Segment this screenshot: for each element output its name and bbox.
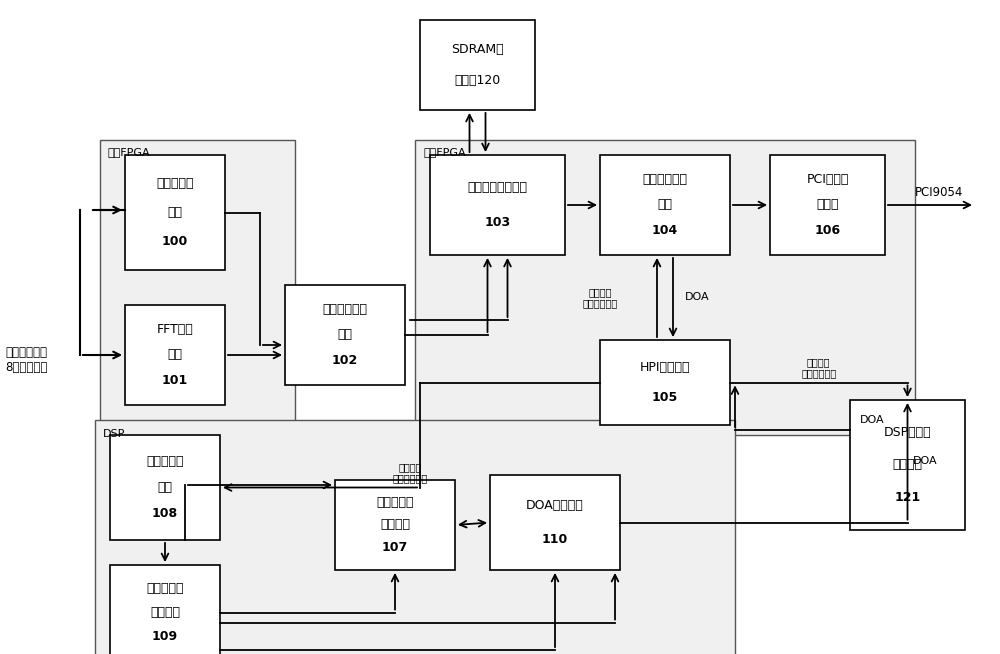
Text: 解相位模糊: 解相位模糊	[146, 582, 184, 595]
Text: 101: 101	[162, 373, 188, 387]
Text: 第二FPGA: 第二FPGA	[423, 147, 466, 157]
Text: FFT计算: FFT计算	[157, 323, 193, 336]
Bar	[100, 140, 295, 435]
Text: 互相关计算: 互相关计算	[156, 177, 194, 190]
Bar	[125, 305, 225, 405]
Bar	[420, 20, 535, 110]
Bar	[415, 140, 915, 435]
Text: 106: 106	[814, 224, 841, 237]
Bar	[110, 565, 220, 654]
Text: 110: 110	[542, 533, 568, 545]
Text: 反三角函数: 反三角函数	[376, 496, 414, 509]
Bar	[430, 155, 565, 255]
Bar	[770, 155, 885, 255]
Text: 模块: 模块	[338, 328, 352, 341]
Bar	[285, 285, 405, 385]
Text: 103: 103	[484, 216, 511, 229]
Bar	[125, 155, 225, 270]
Text: 模块: 模块	[658, 199, 672, 211]
Text: 模块: 模块	[168, 349, 182, 362]
Text: DOA: DOA	[860, 415, 885, 425]
Text: DOA: DOA	[912, 456, 937, 466]
Bar	[600, 340, 730, 425]
Text: DOA计算模块: DOA计算模块	[526, 499, 584, 512]
Text: 121: 121	[894, 491, 921, 504]
Text: 前端处理后的
8通道复信号: 前端处理后的 8通道复信号	[5, 346, 47, 374]
Text: 制模块: 制模块	[816, 199, 839, 211]
Text: 相位差计算: 相位差计算	[146, 455, 184, 468]
Text: 105: 105	[652, 391, 678, 404]
Text: 107: 107	[382, 541, 408, 554]
Bar	[850, 400, 965, 530]
Text: 108: 108	[152, 508, 178, 521]
Text: DSP: DSP	[103, 429, 125, 439]
Bar	[110, 435, 220, 540]
Text: 互相关与
频谱信息数据: 互相关与 频谱信息数据	[392, 462, 428, 483]
Text: 第一FPGA: 第一FPGA	[108, 147, 151, 157]
Text: 模块: 模块	[168, 206, 182, 219]
Text: 104: 104	[652, 224, 678, 237]
Text: DSP的外部: DSP的外部	[884, 426, 931, 439]
Text: 互相关与
频谱信息数据: 互相关与 频谱信息数据	[801, 356, 836, 378]
Text: 计算模块: 计算模块	[380, 519, 410, 532]
Text: HPI接口模块: HPI接口模块	[640, 361, 690, 374]
Bar	[600, 155, 730, 255]
Text: 模块: 模块	[158, 481, 173, 494]
Bar	[335, 480, 455, 570]
Text: DOA: DOA	[685, 292, 710, 303]
Text: 存模块120: 存模块120	[454, 75, 501, 88]
Text: 102: 102	[332, 354, 358, 367]
Bar	[95, 420, 735, 654]
Text: 数据输出控制: 数据输出控制	[642, 173, 688, 186]
Text: 100: 100	[162, 235, 188, 248]
Text: 互相关与
频谱信息数据: 互相关与 频谱信息数据	[582, 286, 618, 308]
Text: 109: 109	[152, 630, 178, 643]
Text: 数据组帧传输: 数据组帧传输	[322, 303, 368, 317]
Text: 存储模块: 存储模块	[893, 458, 922, 472]
Text: 数据分类缓存模块: 数据分类缓存模块	[468, 181, 528, 194]
Text: SDRAM缓: SDRAM缓	[451, 43, 504, 56]
Text: PCI上传控: PCI上传控	[806, 173, 849, 186]
Text: 算法模块: 算法模块	[150, 606, 180, 619]
Bar	[490, 475, 620, 570]
Text: PCI9054: PCI9054	[915, 186, 963, 199]
